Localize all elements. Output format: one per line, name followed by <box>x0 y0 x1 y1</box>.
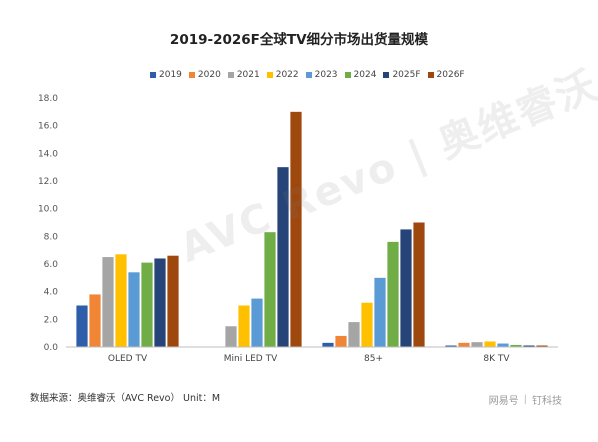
x-axis: OLED TV Mini LED TV 85+ 8K TV <box>108 354 511 364</box>
bar-85-2026f <box>413 222 425 347</box>
legend-swatch <box>305 72 312 78</box>
legend-label: 2024 <box>353 70 377 80</box>
y-tick-label: 6.0 <box>44 260 59 270</box>
bar-85-2019 <box>322 342 334 347</box>
bars <box>76 111 548 347</box>
legend-item-2021: 2021 <box>227 70 260 80</box>
bar-8k-tv-2022 <box>484 341 496 347</box>
bar-oled-tv-2019 <box>76 305 88 347</box>
bar-8k-tv-2019 <box>445 345 457 347</box>
corner-credit-left: 网易号 <box>488 396 519 407</box>
bar-8k-tv-2026f <box>536 345 548 347</box>
legend-item-2026f: 2026F <box>427 70 465 80</box>
legend-swatch <box>344 72 351 78</box>
bar-mini-led-tv-2024 <box>264 232 276 347</box>
legend-swatch <box>427 72 434 78</box>
bar-oled-tv-2021 <box>102 257 114 347</box>
corner-credit: 网易号 | 钉科技 <box>489 392 562 407</box>
bar-85-2025f <box>400 229 412 347</box>
bar-oled-tv-2022 <box>115 254 127 347</box>
y-tick-label: 16.0 <box>38 122 58 132</box>
bar-mini-led-tv-2021 <box>225 326 237 347</box>
y-tick-label: 0.0 <box>44 343 59 353</box>
bar-8k-tv-2025f <box>523 345 535 347</box>
bar-85-2022 <box>361 302 373 347</box>
corner-credit-right: 钉科技 <box>532 396 562 407</box>
y-tick-label: 4.0 <box>44 288 59 298</box>
chart-legend: 2019 2020 2021 2022 2023 2024 2025F 2026F <box>150 68 465 82</box>
legend-item-2022: 2022 <box>266 70 299 80</box>
x-tick-label: Mini LED TV <box>224 354 278 364</box>
bar-oled-tv-2026f <box>167 255 179 347</box>
bar-oled-tv-2020 <box>89 294 101 347</box>
bar-mini-led-tv-2022 <box>238 305 250 347</box>
bar-8k-tv-2021 <box>471 342 483 347</box>
x-tick-label: 85+ <box>364 354 383 364</box>
bar-oled-tv-2023 <box>128 272 140 347</box>
bar-85-2021 <box>348 322 360 347</box>
legend-label: 2019 <box>159 70 182 80</box>
y-tick-label: 8.0 <box>44 232 59 242</box>
bar-8k-tv-2020 <box>458 342 470 347</box>
bar-oled-tv-2024 <box>141 262 153 347</box>
bar-mini-led-tv-2023 <box>251 298 263 347</box>
legend-swatch <box>188 72 195 78</box>
bar-85-2024 <box>387 241 399 347</box>
legend-swatch <box>227 72 234 78</box>
source-note: 数据来源：奥维睿沃（AVC Revo） Unit：M <box>30 393 221 404</box>
legend-item-2020: 2020 <box>188 70 221 80</box>
legend-swatch <box>266 72 273 78</box>
x-tick-label: 8K TV <box>483 354 510 364</box>
bar-oled-tv-2025f <box>154 258 166 347</box>
y-tick-label: 10.0 <box>38 205 58 215</box>
bar-8k-tv-2024 <box>510 344 522 347</box>
x-tick-label: OLED TV <box>108 354 148 364</box>
chart-title: 2019-2026F全球TV细分市场出货量规模 <box>169 32 429 48</box>
bar-mini-led-tv-2026f <box>290 111 302 347</box>
bar-8k-tv-2023 <box>497 343 509 347</box>
legend-item-2025f: 2025F <box>383 70 421 80</box>
corner-credit-separator: | <box>523 394 527 405</box>
legend-label: 2021 <box>236 70 260 80</box>
legend-label: 2022 <box>275 70 299 80</box>
y-tick-label: 18.0 <box>38 94 58 104</box>
bar-85-2023 <box>374 277 386 347</box>
y-axis: 0.0 2.0 4.0 6.0 8.0 10.0 12.0 14.0 16.0 18.0 <box>38 94 58 353</box>
legend-swatch <box>383 72 390 78</box>
y-tick-label: 14.0 <box>38 149 58 159</box>
y-tick-label: 12.0 <box>38 177 58 187</box>
legend-item-2024: 2024 <box>344 70 377 80</box>
bar-85-2020 <box>335 335 347 347</box>
legend-label: 2023 <box>314 70 338 80</box>
legend-item-2019: 2019 <box>150 70 182 80</box>
legend-label: 2020 <box>197 70 221 80</box>
legend-swatch <box>150 72 156 78</box>
legend-label: 2026F <box>436 70 465 80</box>
y-tick-label: 2.0 <box>44 315 59 325</box>
bar-mini-led-tv-2025f <box>277 167 289 347</box>
legend-item-2023: 2023 <box>305 70 338 80</box>
legend-label: 2025F <box>392 70 421 80</box>
